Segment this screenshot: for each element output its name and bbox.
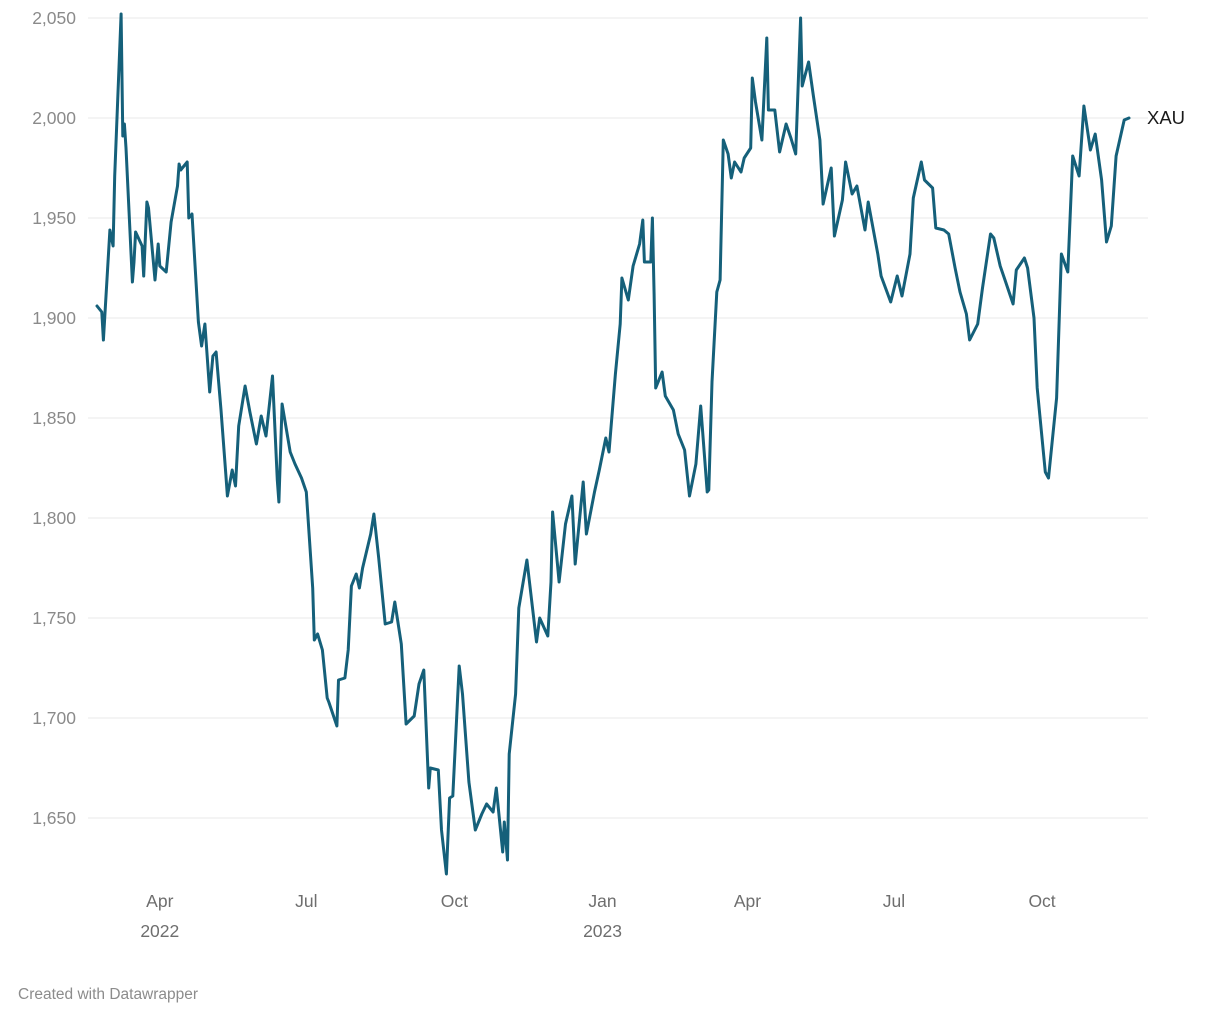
y-axis-tick-label: 1,700	[32, 708, 76, 728]
x-axis-tick-label: Oct	[1028, 891, 1055, 911]
y-axis-tick-label: 1,650	[32, 808, 76, 828]
y-axis-tick-label: 1,850	[32, 408, 76, 428]
x-axis-year-label: 2023	[583, 921, 622, 941]
price-line	[95, 12, 1131, 876]
x-axis-tick-label: Apr	[734, 891, 761, 911]
x-axis-tick-label: Jul	[883, 891, 905, 911]
x-axis-year-label: 2022	[140, 921, 179, 941]
x-axis-tick-label: Jul	[295, 891, 317, 911]
y-axis-tick-label: 1,900	[32, 308, 76, 328]
line-chart: 1,650 1,700 1,750 1,800 1,850 1,900 1,950 2,000…	[32, 8, 1148, 941]
y-axis-tick-label: 2,000	[32, 108, 76, 128]
series-label: XAU	[1147, 107, 1186, 128]
y-axis-tick-label: 1,950	[32, 208, 76, 228]
y-axis-tick-label: 2,050	[32, 8, 76, 28]
x-axis-tick-label: Apr	[146, 891, 173, 911]
x-axis-tick-label: Oct	[441, 891, 468, 911]
y-axis-tick-label: 1,800	[32, 508, 76, 528]
x-axis-tick-label: Jan	[588, 891, 616, 911]
attribution: Created with Datawrapper	[18, 986, 199, 1003]
y-axis-tick-label: 1,750	[32, 608, 76, 628]
